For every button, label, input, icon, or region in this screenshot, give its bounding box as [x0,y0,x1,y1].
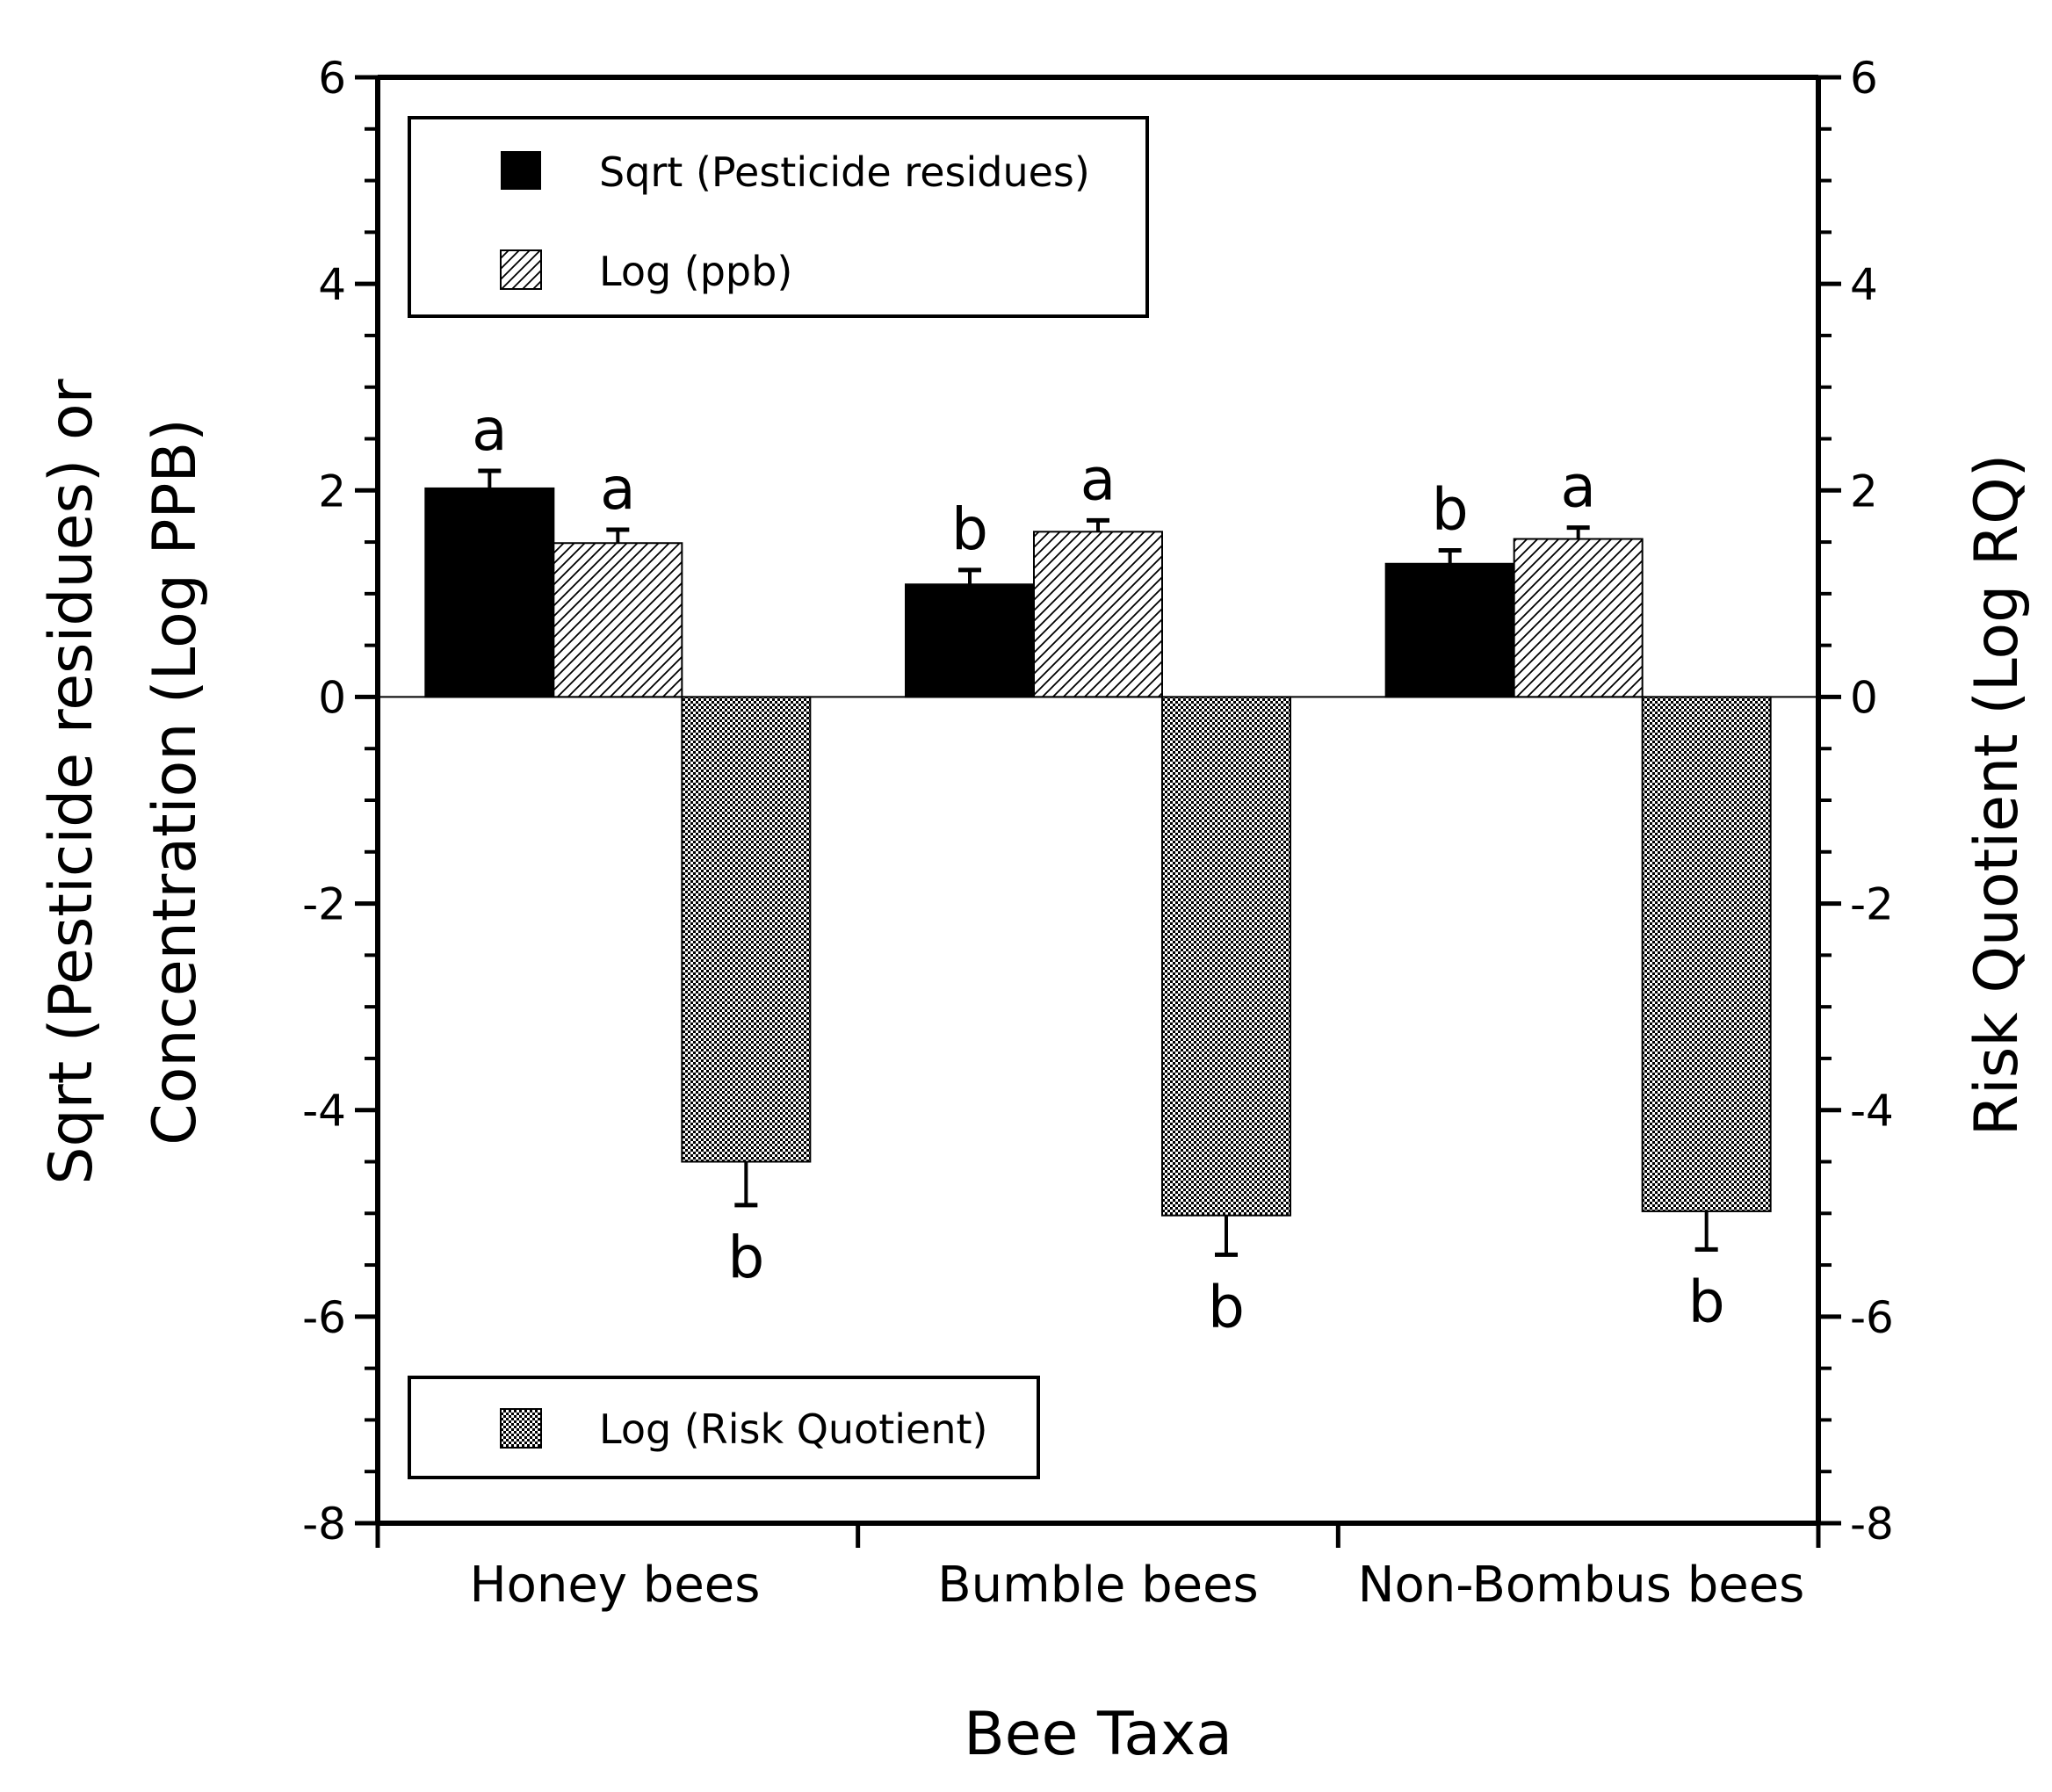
legend-bottom: Log (Risk Quotient) [408,1376,1040,1479]
y2-axis-title: Risk Quotient (Log RQ) [1962,454,2032,1136]
legend-swatch-log-ppb [500,249,542,290]
tick-labels-layer: 6 6 4 4 2 2 0 0 -2 -2 -4 -4 -6 -6 -8 -8 [302,53,1894,1550]
error-bar-sqrt-pesticide-residues-bumble-bees [958,567,981,585]
error-bar-sqrt-pesticide-residues-non-bombus-bees [1438,547,1462,564]
significance-letter-log-ppb-non-bombus-bees: a [1560,453,1595,521]
bar-log-risk-quotient-bumble-bees [1161,696,1291,1217]
y-tick-label--4: -4 [302,1086,346,1137]
legend-label-log-risk-quotient: Log (Risk Quotient) [599,1405,987,1453]
category-label-non-bombus-bees: Non-Bombus bees [1358,1557,1805,1614]
bar-log-ppb-non-bombus-bees [1513,538,1644,698]
error-bar-log-risk-quotient-bumble-bees [1215,1215,1238,1257]
error-bar-log-ppb-bumble-bees [1087,517,1109,532]
error-bar-log-risk-quotient-non-bombus-bees [1694,1210,1718,1252]
bar-sqrt-pesticide-residues-bumble-bees [905,583,1035,698]
x-axis-title: Bee Taxa [964,1700,1232,1769]
y-tick-label-4: 4 [318,259,346,310]
significance-letter-log-risk-quotient-bumble-bees: b [1208,1273,1245,1340]
significance-letters-layer: a b b a a a b b b [472,396,1725,1340]
y-tick-label--8: -8 [302,1499,346,1550]
legend-top: Sqrt (Pesticide residues) Log (ppb) [408,116,1149,318]
significance-letter-log-ppb-honey-bees: a [600,455,635,523]
y-tick-label-6: 6 [318,53,346,104]
significance-letter-log-ppb-bumble-bees: a [1080,445,1116,513]
category-label-bumble-bees: Bumble bees [937,1557,1258,1614]
error-bars-layer [478,468,1718,1257]
y2-tick-label-6: 6 [1850,53,1878,104]
y2-tick-label--2: -2 [1850,879,1894,930]
legend-label-log-ppb: Log (ppb) [599,248,792,295]
bar-log-ppb-bumble-bees [1033,531,1163,698]
category-label-honey-bees: Honey bees [470,1557,761,1614]
error-bar-log-risk-quotient-honey-bees [734,1161,758,1208]
bar-sqrt-pesticide-residues-non-bombus-bees [1384,562,1515,698]
y-tick-label-2: 2 [318,466,346,517]
bar-log-risk-quotient-honey-bees [681,696,812,1163]
bar-log-risk-quotient-non-bombus-bees [1641,696,1772,1212]
significance-letter-sqrt-pesticide-residues-non-bombus-bees: b [1432,475,1469,543]
y-axis-title-line-1: Sqrt (Pesticide residues) or [37,379,106,1184]
legend-label-sqrt-pesticide-residues: Sqrt (Pesticide residues) [599,148,1090,196]
bar-log-ppb-honey-bees [553,542,683,698]
y-tick-label--2: -2 [302,879,346,930]
y2-tick-label-0: 0 [1850,672,1878,723]
category-labels: Honey bees Bumble bees Non-Bombus bees [470,1557,1805,1614]
y2-tick-label--4: -4 [1850,1086,1894,1137]
significance-letter-log-risk-quotient-honey-bees: b [727,1224,764,1291]
y-axis-title-line-2: Concentration (Log PPB) [141,418,210,1145]
error-bar-sqrt-pesticide-residues-honey-bees [478,468,502,488]
y2-tick-label--8: -8 [1850,1499,1894,1550]
error-bar-log-ppb-non-bombus-bees [1566,525,1590,539]
y-tick-label--6: -6 [302,1292,346,1343]
legend-swatch-sqrt-pesticide-residues [501,151,541,190]
significance-letter-log-risk-quotient-non-bombus-bees: b [1688,1268,1725,1335]
significance-letter-sqrt-pesticide-residues-bumble-bees: b [951,495,988,563]
y-tick-label-0: 0 [318,672,346,723]
bar-sqrt-pesticide-residues-honey-bees [424,487,555,698]
error-bar-log-ppb-honey-bees [606,527,630,544]
significance-letter-sqrt-pesticide-residues-honey-bees: a [472,396,507,464]
y2-tick-label-4: 4 [1850,259,1878,310]
bars-layer [424,487,1772,1217]
ticks-layer [355,75,1841,1548]
legend-swatch-log-risk-quotient [500,1408,542,1449]
y2-tick-label-2: 2 [1850,466,1878,517]
y2-tick-label--6: -6 [1850,1292,1894,1343]
